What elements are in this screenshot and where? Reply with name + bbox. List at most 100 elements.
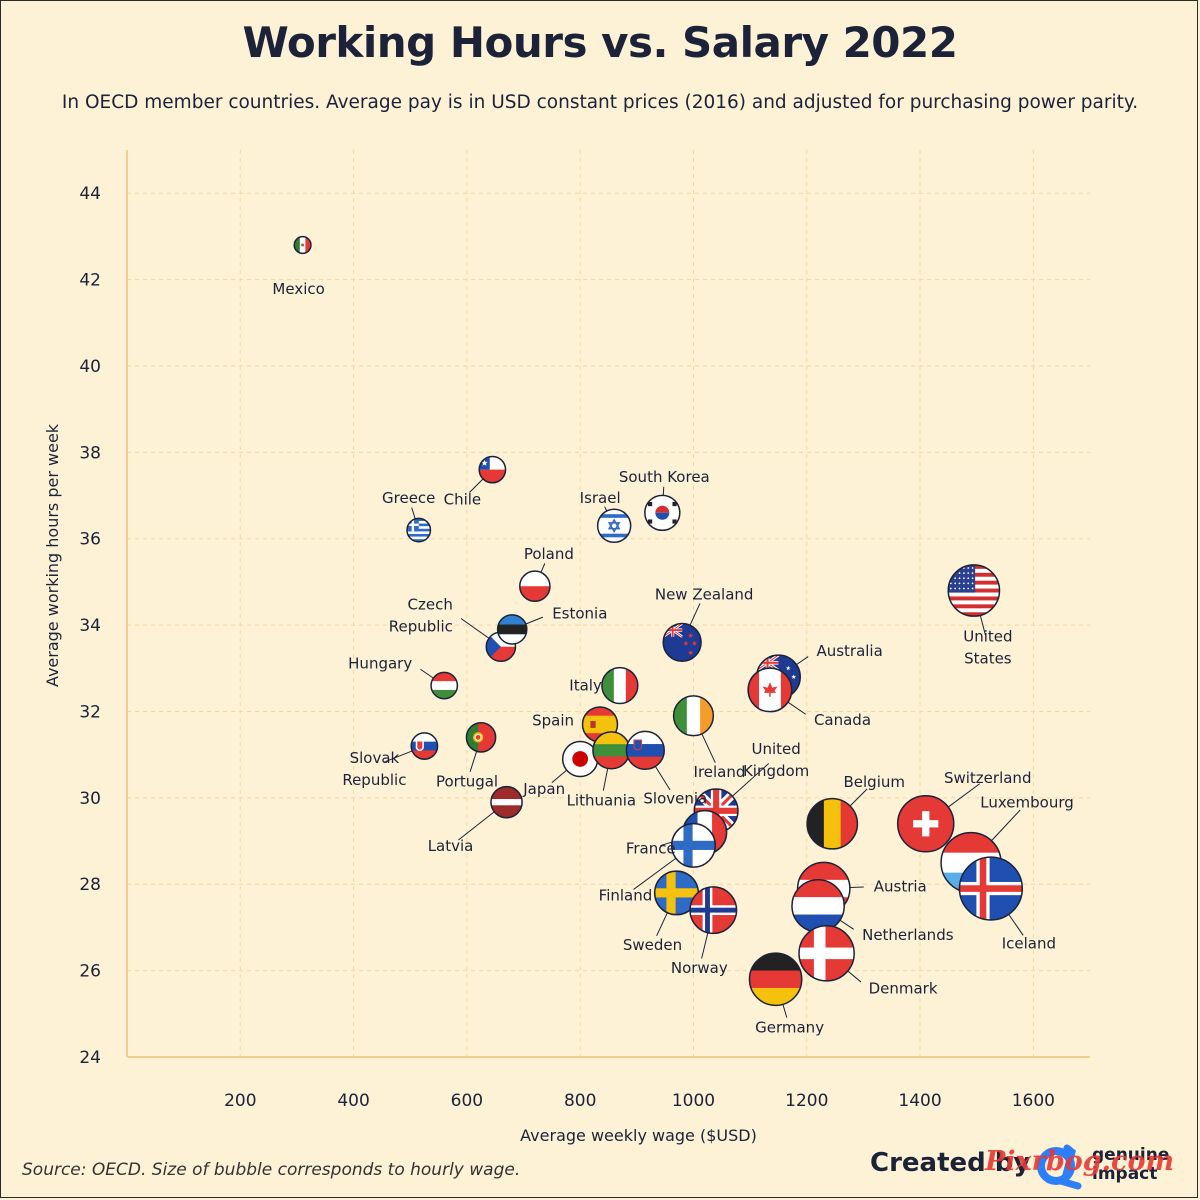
bubble-mexico-flag-icon	[294, 236, 311, 254]
bubble-outline	[519, 570, 551, 603]
bubble-denmark-flag-icon	[799, 925, 855, 981]
bubble-switzerland-flag-icon	[897, 795, 954, 852]
source-note: Source: OECD. Size of bubble corresponds…	[22, 1160, 521, 1180]
country-label: Norway	[671, 959, 728, 977]
brand-name: genuine impact	[1092, 1146, 1192, 1184]
bubble-outline	[496, 614, 528, 645]
leader-line	[460, 618, 490, 639]
leader-line	[701, 932, 709, 959]
bubble-chile-flag-icon	[479, 456, 506, 483]
leader-line	[847, 970, 862, 983]
y-tick-label: 40	[79, 357, 101, 377]
x-tick-label: 1000	[672, 1091, 715, 1111]
country-label: Latvia	[428, 837, 474, 855]
bubble-outline	[596, 508, 632, 544]
bubble-outline	[430, 671, 459, 700]
bubble-portugal-flag-icon	[466, 722, 496, 752]
country-label: Poland	[524, 545, 574, 563]
country-label: Slovenia	[643, 789, 707, 807]
bubble-outline	[806, 797, 859, 850]
country-label: Italy	[569, 677, 602, 695]
leader-line	[731, 763, 770, 797]
bubble-poland-flag-icon	[519, 571, 550, 602]
bubble-outline	[670, 822, 717, 868]
y-tick-label: 34	[79, 616, 101, 636]
leader-line	[656, 912, 668, 937]
leader-line	[991, 809, 1021, 842]
y-tick-label: 32	[79, 702, 101, 722]
y-tick-label: 38	[79, 443, 101, 463]
country-label: Belgium	[844, 773, 906, 791]
leader-line	[654, 766, 671, 791]
bubble-outline	[947, 564, 1001, 617]
chart-subtitle: In OECD member countries. Average pay is…	[61, 92, 1139, 113]
leader-line	[411, 507, 416, 520]
bubble-iceland-flag-icon	[959, 857, 1023, 920]
bubble-south-korea-flag-icon	[644, 495, 680, 531]
bubble-outline	[465, 722, 497, 753]
bubble-estonia-flag-icon	[497, 614, 527, 645]
country-label: Czech Republic	[389, 596, 453, 636]
genuine-impact-logo-icon	[1037, 1144, 1082, 1190]
bubble-outline	[748, 952, 803, 1007]
x-tick-label: 600	[451, 1091, 483, 1111]
country-label: Lithuania	[567, 791, 636, 809]
bubble-japan-flag-icon	[562, 741, 598, 777]
country-label: Iceland	[1002, 935, 1056, 953]
x-tick-label: 200	[224, 1091, 256, 1111]
country-label: Hungary	[348, 655, 412, 673]
country-label: Japan	[522, 780, 565, 798]
bubble-canada-flag-icon	[748, 668, 792, 712]
country-label: Ireland	[694, 763, 746, 781]
chart-title: Working Hours vs. Salary 2022	[242, 18, 958, 67]
bubble-outline	[406, 517, 432, 543]
leader-line	[787, 701, 806, 715]
bubble-outline	[293, 235, 312, 255]
bubble-finland-flag-icon	[671, 823, 716, 868]
country-label: Austria	[874, 878, 927, 896]
country-label: Estonia	[552, 604, 607, 622]
bubble-outline	[689, 886, 738, 935]
country-label: New Zealand	[655, 585, 754, 603]
y-tick-label: 30	[79, 789, 101, 809]
leader-line	[689, 603, 701, 626]
country-label: Canada	[814, 711, 871, 729]
y-tick-label: 24	[79, 1048, 101, 1068]
leader-line	[979, 615, 986, 635]
leader-line	[540, 563, 546, 573]
y-tick-label: 26	[79, 962, 101, 982]
leader-line	[701, 733, 716, 763]
bubble-israel-flag-icon	[597, 509, 631, 543]
bubble-outline	[490, 785, 523, 819]
country-label: United Kingdom	[743, 740, 809, 780]
bubble-outline	[662, 622, 702, 663]
leader-line	[947, 783, 980, 808]
country-label: France	[626, 839, 676, 857]
leader-line	[782, 1004, 788, 1018]
y-tick-label: 28	[79, 875, 101, 895]
country-label: Sweden	[623, 936, 682, 954]
leader-line	[604, 506, 608, 512]
leader-line	[458, 811, 495, 841]
y-tick-label: 42	[79, 271, 101, 291]
bubble-outline	[625, 730, 665, 771]
bubble-outline	[410, 732, 439, 760]
country-label: Denmark	[869, 979, 938, 997]
leader-line	[839, 919, 855, 930]
credit-text: Created by	[870, 1148, 1031, 1178]
x-tick-label: 400	[337, 1091, 369, 1111]
y-tick-label: 44	[79, 184, 101, 204]
country-label: South Korea	[619, 468, 710, 486]
country-label: Spain	[532, 711, 574, 729]
leader-line	[849, 886, 864, 889]
bubble-outline	[798, 925, 855, 982]
bubble-greece-flag-icon	[407, 518, 431, 542]
bubble-slovak-republic-flag-icon	[411, 732, 438, 760]
bubble-belgium-flag-icon	[807, 798, 858, 849]
leader-line	[469, 478, 484, 493]
brand-line-2: impact	[1092, 1164, 1158, 1184]
x-axis-title: Average weekly wage ($USD)	[520, 1126, 757, 1145]
country-label: Mexico	[272, 280, 324, 298]
bubble-latvia-flag-icon	[490, 786, 523, 818]
